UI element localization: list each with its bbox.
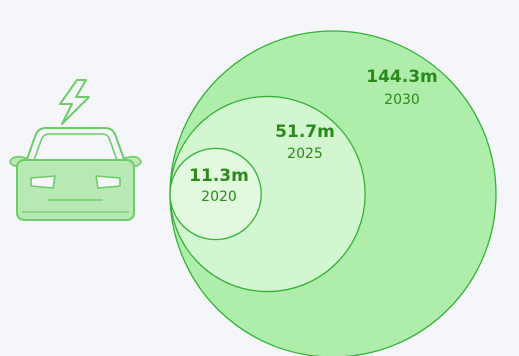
- lightning-bolt-icon: [59, 79, 90, 125]
- car-windshield: [33, 133, 118, 161]
- bubble-year-2020: 2020: [201, 189, 237, 205]
- bubbles-group: [169, 30, 497, 356]
- car-roof: [25, 127, 126, 163]
- bubble-value-2020: 11.3m: [189, 166, 249, 186]
- electric-car-icon: [9, 79, 142, 221]
- car-headlight-right: [95, 175, 121, 189]
- bubble-value-2025: 51.7m: [275, 122, 335, 142]
- car-headlight-left: [30, 175, 56, 189]
- bubble-year-2025: 2025: [287, 146, 323, 162]
- bubble-2020: [169, 147, 262, 241]
- bubble-year-2030: 2030: [384, 92, 420, 108]
- bubble-value-2030: 144.3m: [366, 67, 438, 87]
- car-body: [16, 159, 135, 221]
- labels-group: 144.3m 2030 51.7m 2025 11.3m 2020: [189, 67, 438, 205]
